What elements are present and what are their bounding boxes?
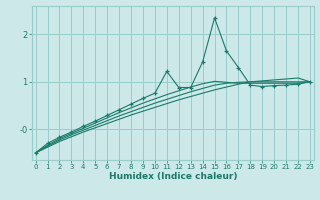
- X-axis label: Humidex (Indice chaleur): Humidex (Indice chaleur): [108, 172, 237, 181]
